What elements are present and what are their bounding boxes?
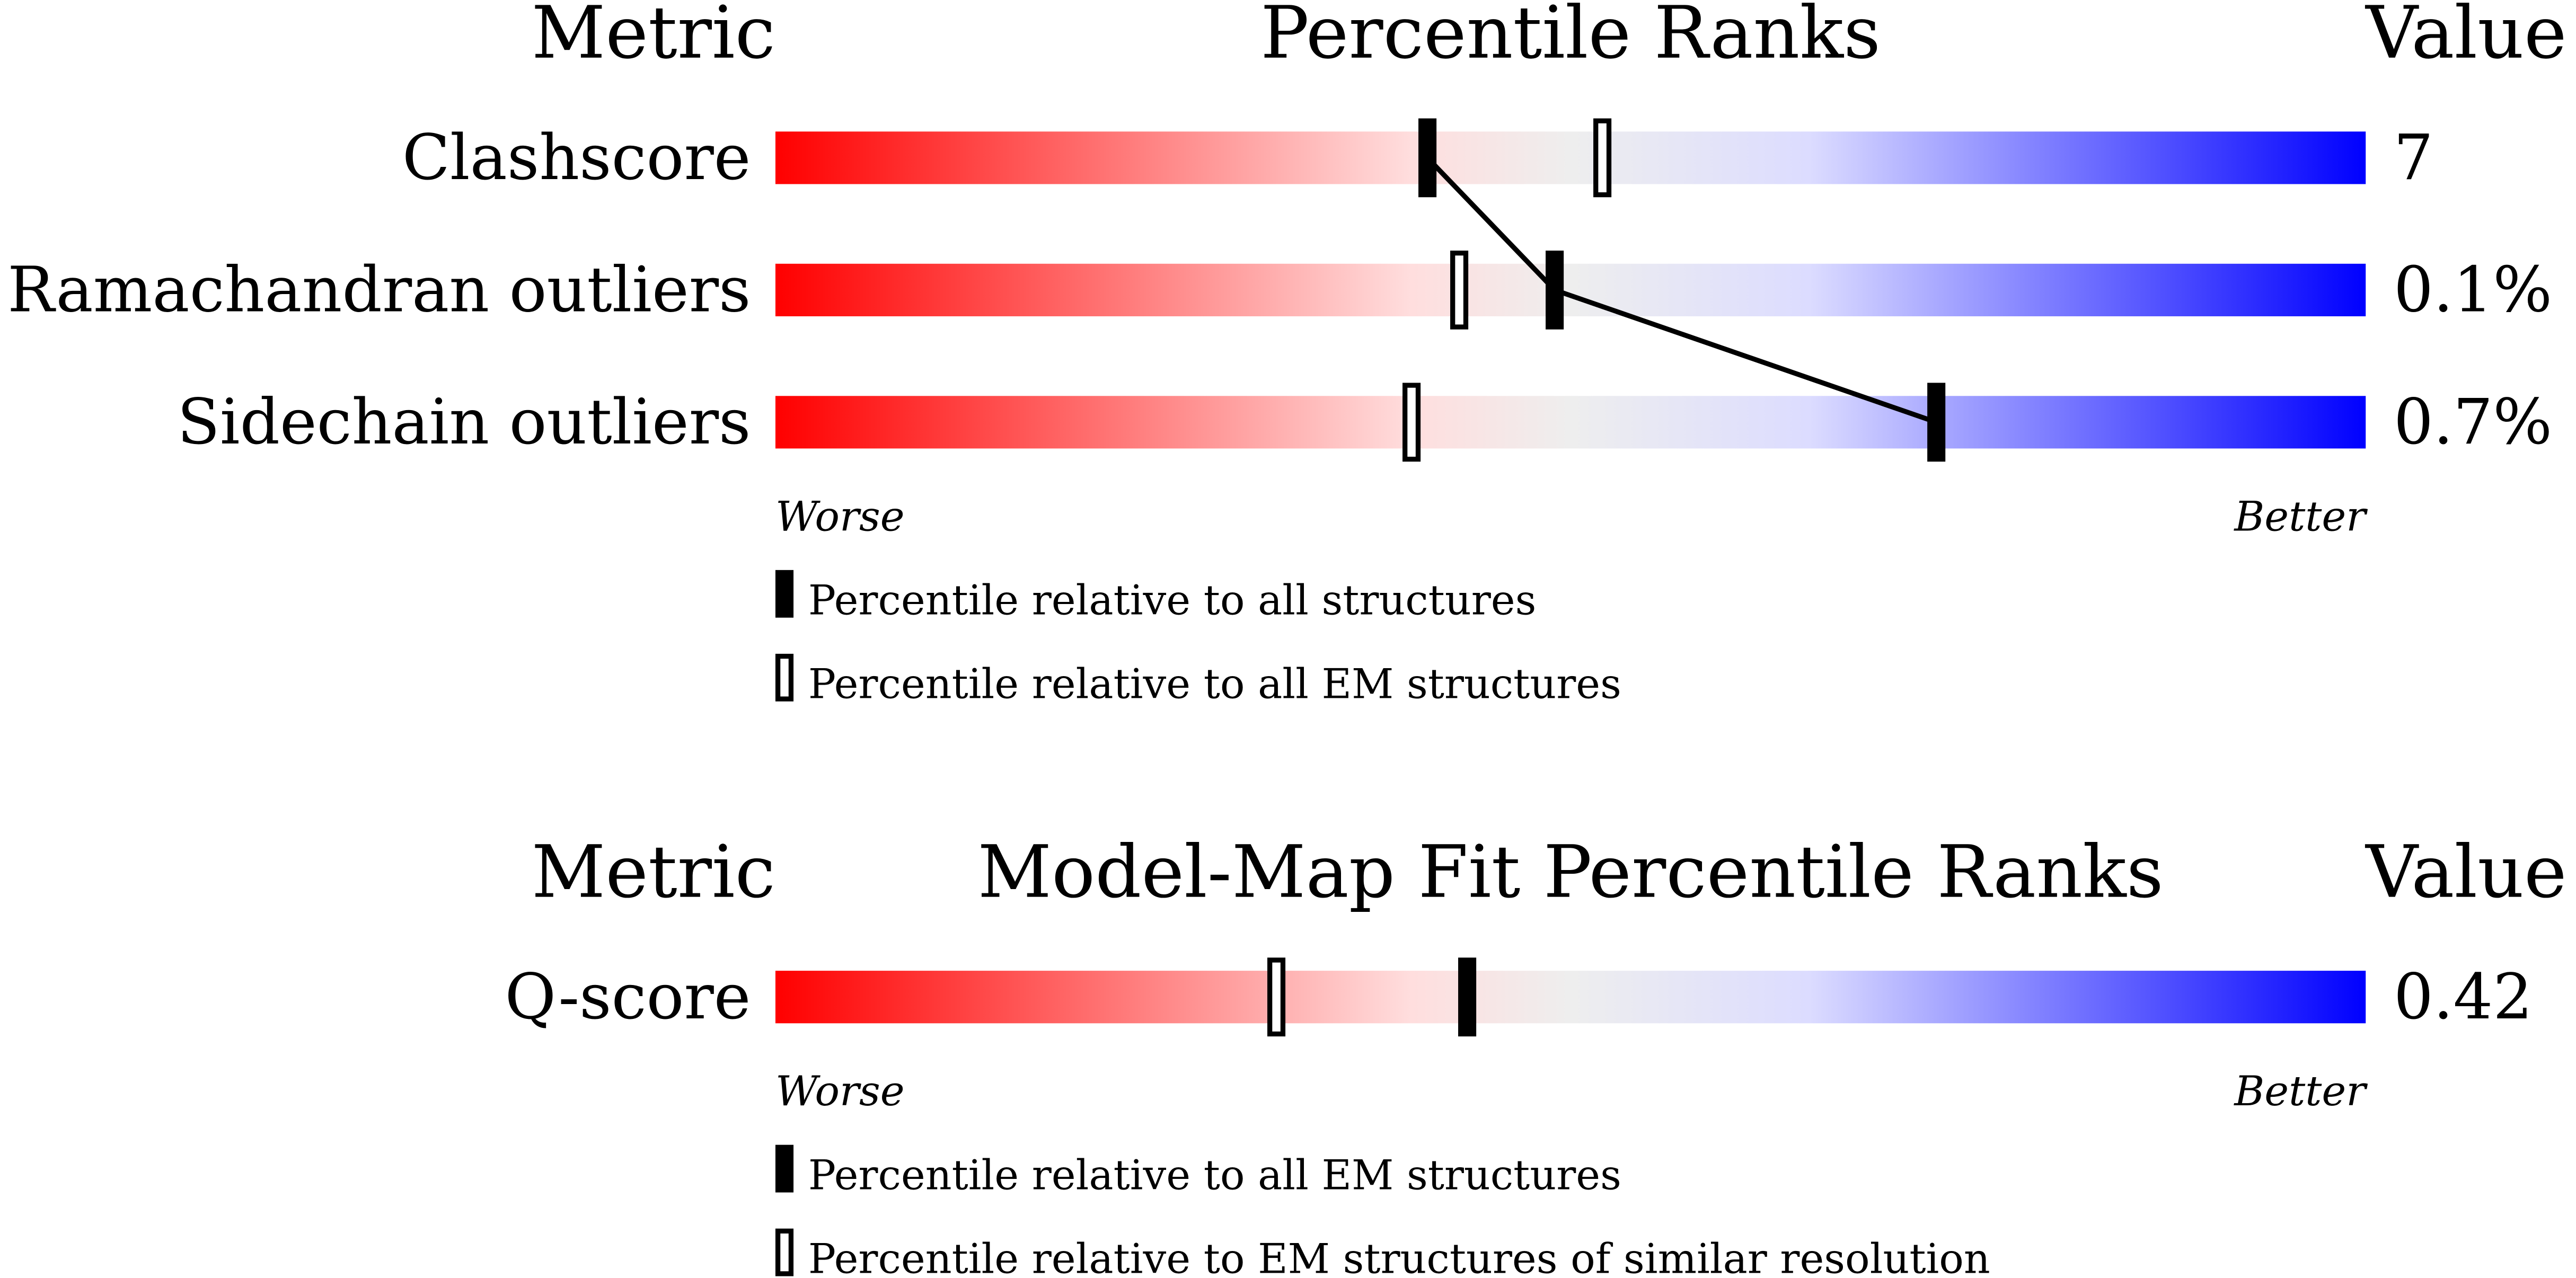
- better-label: Better: [2233, 1068, 2368, 1115]
- metric-label: Sidechain outliers: [177, 386, 751, 458]
- marker-filled: [1418, 118, 1437, 198]
- legend-label: Percentile relative to all EM structures: [808, 661, 1621, 708]
- metric-value: 7: [2394, 121, 2433, 194]
- marker-open: [1402, 383, 1421, 462]
- metric-value: 0.1%: [2394, 254, 2552, 326]
- chart-title: Model-Map Fit Percentile Ranks: [977, 830, 2163, 915]
- slider-bar: [775, 396, 2366, 449]
- legend-label: Percentile relative to EM structures of …: [808, 1235, 1990, 1278]
- legend-label: Percentile relative to all structures: [808, 577, 1536, 625]
- chart-title: Percentile Ranks: [1260, 0, 1881, 75]
- worse-label: Worse: [775, 493, 905, 540]
- panel: Metric Model-Map Fit Percentile Ranks Valu…: [505, 830, 2567, 1278]
- legend-label: Percentile relative to all EM structures: [808, 1151, 1621, 1199]
- legend-marker: [775, 653, 794, 702]
- metric-value: 0.42: [2394, 961, 2533, 1033]
- legend-marker: [775, 1144, 794, 1193]
- metric-label: Ramachandran outliers: [7, 254, 751, 326]
- value-header: Value: [2365, 0, 2566, 75]
- legend-marker: [775, 1228, 794, 1276]
- marker-filled: [1927, 383, 1946, 462]
- slider-bar: [775, 131, 2366, 184]
- metric-label: Clashscore: [402, 121, 751, 194]
- legend-marker: [775, 570, 794, 618]
- marker-filled: [1458, 957, 1477, 1037]
- worse-label: Worse: [775, 1068, 905, 1115]
- marker-filled: [1546, 250, 1564, 330]
- marker-open: [1593, 118, 1612, 198]
- metric-value: 0.7%: [2394, 386, 2552, 458]
- slider-bar: [775, 263, 2366, 316]
- marker-open: [1267, 957, 1286, 1037]
- slider-bar: [775, 971, 2366, 1024]
- metric-header: Metric: [532, 830, 775, 915]
- metric-label: Q-score: [505, 961, 751, 1033]
- marker-open: [1450, 250, 1469, 330]
- better-label: Better: [2233, 493, 2368, 540]
- metric-header: Metric: [532, 0, 775, 75]
- value-header: Value: [2365, 830, 2566, 915]
- panel: Metric Percentile Ranks Value Clashscore 7 Ra…: [7, 0, 2567, 708]
